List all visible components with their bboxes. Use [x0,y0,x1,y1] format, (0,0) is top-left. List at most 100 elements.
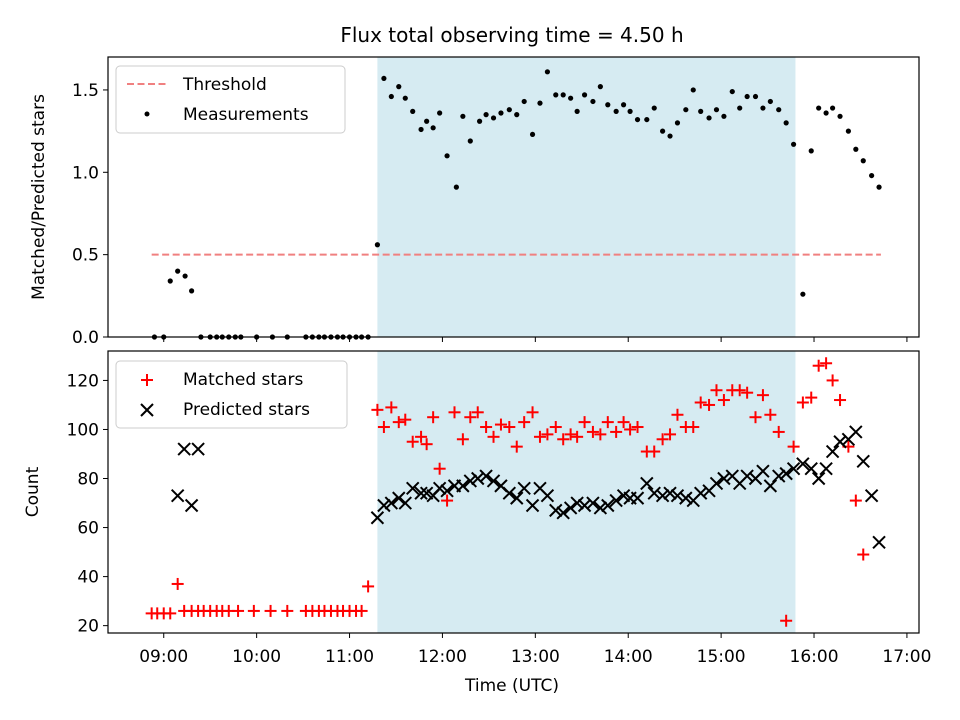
measurement-point [845,128,851,134]
measurement-point [574,108,580,114]
measurement-point [605,102,611,108]
predicted-star-marker [502,486,517,500]
matched-star-marker [820,357,833,370]
predicted-star-marker [856,454,870,469]
matched-star-marker [586,425,599,438]
predicted-star-marker [864,488,879,503]
measurement-point [560,92,566,98]
predicted-star-marker [510,491,524,505]
measurement-point [476,118,483,124]
matched-star-marker [624,423,637,436]
x-tick-label: 09:00 [139,647,188,667]
legend-threshold-label: Threshold [182,75,267,95]
matched-star-marker [448,406,461,419]
matched-star-marker [526,406,539,419]
measurement-point [444,153,450,159]
measurement-point [869,172,875,179]
measurement-point [627,108,633,114]
measurement-point [537,100,543,106]
measurement-point [752,93,759,100]
top-shaded-region [377,57,796,337]
measurement-point [613,108,619,114]
legend-predicted-label: Predicted stars [183,400,310,420]
chart-title: Flux total observing time = 4.50 h [340,23,683,47]
matched-star-marker [281,604,294,617]
measurement-point [790,141,797,147]
predicted-star-marker [717,471,731,486]
matched-star-marker [772,425,785,438]
matched-star-marker [834,394,847,407]
measurement-point [590,98,596,105]
matched-star-marker [805,391,818,404]
predicted-star-marker [663,486,677,500]
x-tick-label: 14:00 [604,647,653,667]
measurement-point [776,107,782,113]
measurement-point [706,115,712,121]
measurement-point [581,92,588,98]
matched-star-marker [656,433,669,446]
predicted-star-marker [392,491,406,505]
measurement-point [410,108,416,114]
matched-star-marker [371,403,384,416]
measurement-point [396,84,402,90]
top-x-ticks [163,337,908,342]
measurement-point [490,115,497,121]
measurement-point [620,102,627,108]
predicted-star-marker [549,503,563,518]
matched-star-marker [749,411,762,424]
matched-star-marker [464,411,477,424]
predicted-star-marker [819,461,833,476]
matched-star-marker [617,416,630,429]
matched-star-marker [857,548,870,561]
matched-star-marker [420,438,433,451]
measurement-point [729,88,735,95]
measurement-point [816,105,822,111]
measurement-point [853,146,859,152]
measurement-point [514,112,520,118]
measurement-point [418,126,424,133]
predicted-star-marker [563,501,578,515]
legend-matched-swatch [141,374,153,386]
top-legend-box [115,65,346,134]
matched-star-marker [849,494,862,507]
measurement-point [453,184,459,190]
measurement-point [667,133,673,139]
matched-star-marker [164,607,177,620]
predicted-star-marker [405,481,420,496]
predicted-star-marker [593,501,608,515]
predicted-star-marker [398,496,412,510]
measurement-point [837,113,843,119]
top-y-ticks: 0.0 0.5 1.0 1.5 [72,81,108,348]
matched-star-marker [247,604,260,617]
matched-star-marker [518,416,531,429]
matched-star-marker [826,374,839,387]
measurement-point [437,110,443,116]
predicted-star-marker [804,461,818,476]
measurement-point [182,273,188,279]
matched-star-marker [571,430,584,443]
predicted-star-marker [177,442,191,456]
measurement-point [634,116,641,123]
bottom-y-tick-label: 20 [77,617,99,637]
measurement-point [544,69,551,75]
bottom-axes-frame [107,350,920,634]
predicted-star-marker [811,471,826,486]
matched-star-marker [694,396,707,409]
measurement-point [698,108,704,114]
matched-star-marker [710,384,723,397]
matched-star-marker [433,462,446,475]
predicted-star-marker [525,498,540,513]
top-y-tick-label: 0.5 [72,246,99,266]
measurement-point [167,278,173,284]
predicted-star-marker [609,493,623,508]
matched-star-marker [787,440,800,453]
measurement-point [876,184,882,190]
measurement-point [644,116,650,123]
predicted-star-marker [709,476,724,491]
top-y-tick-label: 1.5 [72,81,99,101]
matched-stars-points [145,357,870,627]
measurement-point [430,125,436,131]
matched-star-marker [594,428,607,441]
x-tick-label: 13:00 [511,647,560,667]
predicted-star-marker [655,488,670,503]
